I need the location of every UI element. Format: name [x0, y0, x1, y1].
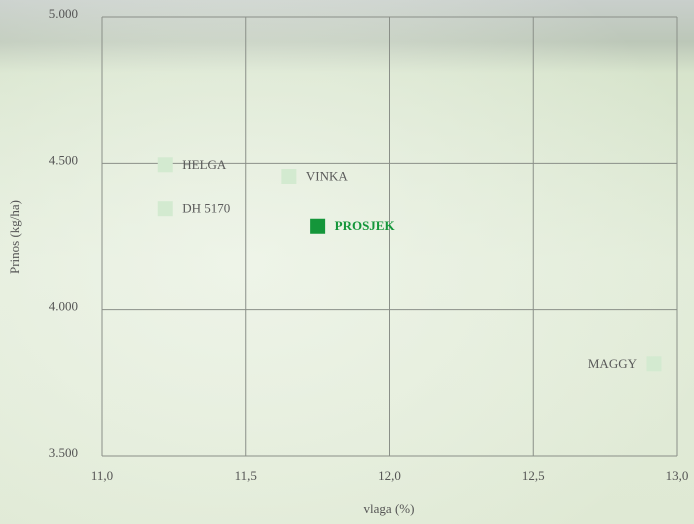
point: [281, 169, 297, 185]
x-tick-label: 11,0: [91, 468, 113, 483]
point-label: HELGA: [182, 157, 227, 172]
point: [157, 201, 173, 217]
y-tick-label: 5.000: [49, 6, 78, 21]
point: [310, 218, 326, 234]
x-tick-label: 12,0: [378, 468, 401, 483]
point: [646, 356, 662, 372]
point-label: VINKA: [306, 168, 348, 183]
point-label: DH 5170: [182, 201, 230, 216]
point-label: MAGGY: [588, 356, 638, 371]
y-tick-label: 4.000: [49, 299, 78, 314]
x-tick-label: 13,0: [666, 468, 689, 483]
x-axis-label: vlaga (%): [364, 501, 415, 516]
y-tick-label: 3.500: [49, 445, 78, 460]
point: [157, 157, 173, 173]
y-axis-label: Prinos (kg/ha): [7, 200, 22, 274]
point-label: PROSJEK: [335, 218, 396, 233]
x-tick-label: 11,5: [235, 468, 257, 483]
x-tick-label: 12,5: [522, 468, 545, 483]
y-tick-label: 4.500: [49, 152, 78, 167]
